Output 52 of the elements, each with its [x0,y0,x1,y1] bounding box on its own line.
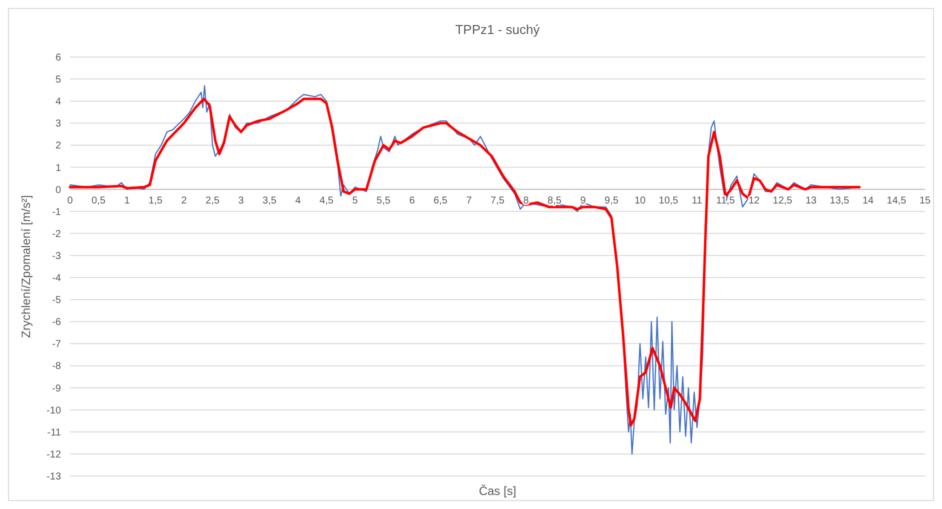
y-tick-label: -7 [52,339,62,350]
y-tick-label: 3 [55,118,62,130]
x-tick-label: 11 [692,195,703,206]
x-tick-label: 12 [748,195,760,206]
x-tick-label: 4 [295,195,302,206]
x-tick-label: 2,5 [206,195,220,206]
x-tick-label: 14,5 [886,195,907,206]
y-tick-label: -3 [52,250,62,262]
x-tick-label: 1 [124,195,130,206]
y-axis-title: Zrychlení/Zpomalení [m/s²] [19,195,33,338]
x-tick-label: 12,5 [772,195,793,206]
y-tick-label: 0 [55,184,62,196]
x-tick-label: 6 [409,195,416,206]
x-tick-label: 10 [634,195,646,206]
y-tick-label: 4 [55,96,62,108]
y-tick-label: -13 [46,472,62,482]
x-axis-title: Čas [s] [478,484,516,498]
x-tick-label: 0 [67,195,74,206]
y-tick-label: -5 [52,295,62,306]
x-tick-label: 13,5 [830,195,850,206]
y-tick-label: 6 [55,52,62,64]
x-tick-label: 10,5 [658,195,679,206]
x-tick-label: 13 [805,195,817,206]
x-tick-label: 6,5 [434,195,448,206]
x-tick-label: 14 [862,195,874,206]
y-tick-label: -1 [52,206,62,218]
x-tick-label: 8,5 [548,195,562,206]
x-tick-label: 3 [238,195,244,206]
y-tick-label: -11 [47,427,62,438]
y-tick-label: -4 [52,273,62,284]
chart-title: TPPz1 - suchý [455,22,540,37]
y-tick-label: -8 [52,361,62,372]
x-tick-label: 3,5 [262,195,277,206]
x-tick-label: 9,5 [604,195,619,206]
y-tick-label: -6 [52,317,62,328]
x-tick-label: 5 [352,195,358,206]
x-tick-label: 2 [181,195,188,206]
y-tick-label: -12 [46,449,62,460]
x-tick-label: 15 [919,195,931,206]
y-tick-label: 2 [55,140,62,152]
x-tick-label: 0,5 [92,195,106,206]
x-tick-label: 7 [466,195,472,206]
x-tick-label: 1,5 [148,195,163,206]
y-tick-label: -9 [52,383,62,394]
x-tick-label: 7,5 [490,195,505,206]
y-tick-label: 5 [55,74,62,86]
y-tick-label: 1 [55,162,62,174]
y-tick-label: -10 [46,405,62,416]
x-tick-label: 5,5 [376,195,391,206]
x-tick-label: 4,5 [320,195,334,206]
y-tick-label: -2 [52,228,62,240]
x-tick-label: 11,5 [716,195,736,206]
